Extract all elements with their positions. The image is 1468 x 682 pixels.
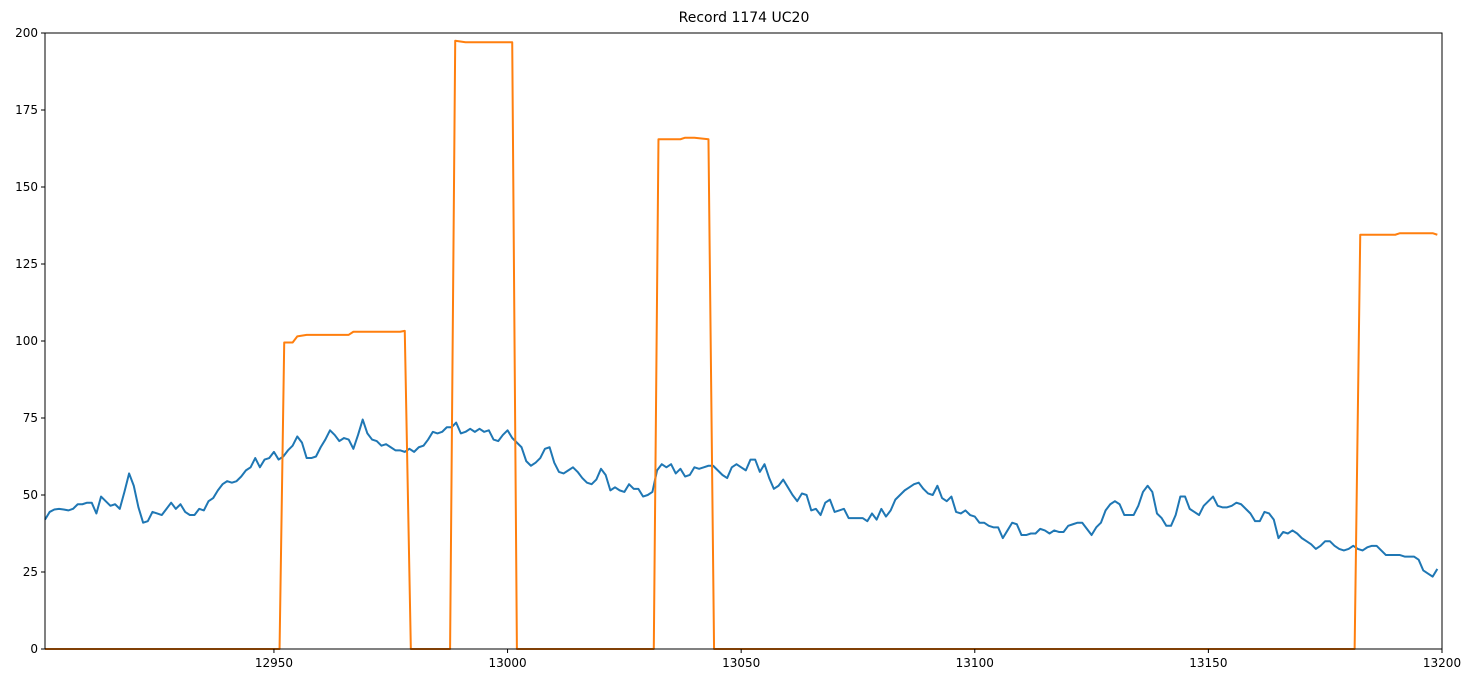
- series-layer: [44, 39, 1439, 650]
- y-tick-label: 100: [15, 334, 38, 348]
- x-tick-label: 13050: [722, 656, 760, 670]
- y-tick-label: 175: [15, 103, 38, 117]
- y-tick-label: 200: [15, 26, 38, 40]
- series-line-1: [44, 418, 1439, 578]
- y-axis: 0 25 50 75 100 125 150 175 200: [15, 26, 45, 656]
- y-tick-label: 75: [23, 411, 38, 425]
- y-tick-label: 125: [15, 257, 38, 271]
- series-line-2: [45, 39, 1438, 650]
- x-axis: 12950 13000 13050 13100 13150 13200: [255, 649, 1461, 670]
- chart-title: Record 1174 UC20: [679, 10, 810, 26]
- x-tick-label: 13200: [1423, 656, 1461, 670]
- y-tick-label: 25: [23, 565, 38, 579]
- x-tick-label: 12950: [255, 656, 293, 670]
- y-tick-label: 150: [15, 180, 38, 194]
- x-tick-label: 13000: [488, 656, 526, 670]
- x-tick-label: 13150: [1189, 656, 1227, 670]
- y-tick-label: 50: [23, 488, 38, 502]
- y-tick-label: 0: [30, 642, 38, 656]
- x-tick-label: 13100: [956, 656, 994, 670]
